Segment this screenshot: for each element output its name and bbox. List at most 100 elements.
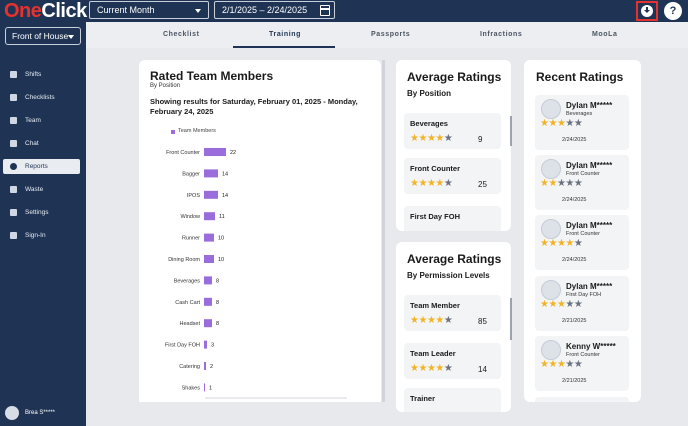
- star-rating: ★★★★★: [540, 238, 583, 250]
- card-subtitle: By Permission Levels: [407, 271, 490, 280]
- star-filled-icon: ★: [540, 118, 549, 129]
- sidebar-item-waste[interactable]: Waste: [3, 182, 80, 197]
- rating-row[interactable]: Team Member ★★★★★ 85: [404, 295, 501, 331]
- star-filled-icon: ★: [418, 178, 427, 189]
- top-bar: OneClick Current Month 2/1/2025 – 2/24/2…: [0, 0, 688, 22]
- star-filled-icon: ★: [540, 299, 549, 310]
- category-label: Window: [180, 214, 200, 220]
- rating-row[interactable]: Beverages ★★★★★ 9: [404, 113, 501, 149]
- recent-rating-item[interactable]: Dylan M***** Front Counter ★★★★★ 2/24/20…: [535, 155, 629, 210]
- active-tab-indicator: [233, 46, 335, 48]
- recent-rating-item[interactable]: Kenny W***** Front Counter ★★★★★ 2/21/20…: [535, 336, 629, 391]
- bar[interactable]: [204, 340, 207, 349]
- recent-rating-item[interactable]: Dylan M***** First Day FOH ★★★★★ 2/21/20…: [535, 276, 629, 331]
- rating-date: 2/21/2025: [562, 378, 587, 384]
- bar[interactable]: [204, 148, 226, 156]
- scrollbar[interactable]: [382, 60, 385, 402]
- user-profile[interactable]: Brea S*****: [4, 405, 84, 421]
- star-filled-icon: ★: [410, 133, 419, 144]
- star-filled-icon: ★: [556, 238, 566, 249]
- bar[interactable]: [204, 297, 212, 306]
- rating-row[interactable]: Team Leader ★★★★★ 14: [404, 343, 501, 379]
- pie-chart-icon: [10, 163, 17, 170]
- rating-date: 2/24/2025: [562, 257, 587, 263]
- tab-infractions[interactable]: Infractions: [480, 31, 523, 38]
- tab-checklist[interactable]: Checklist: [163, 31, 200, 38]
- star-empty-icon: ★: [556, 178, 566, 189]
- rating-row[interactable]: Trainer: [404, 388, 501, 412]
- sidebar-item-label: Checklists: [25, 94, 55, 101]
- sidebar-item-reports[interactable]: Reports: [3, 159, 80, 174]
- bar[interactable]: [204, 276, 212, 285]
- star-empty-icon: ★: [573, 178, 583, 189]
- bar[interactable]: [204, 383, 205, 392]
- rated-member-name: Dylan M*****: [566, 161, 613, 170]
- rating-row-name: Front Counter: [410, 164, 460, 173]
- avatar: [5, 406, 19, 420]
- help-button[interactable]: ?: [664, 2, 682, 20]
- rating-row[interactable]: Front Counter ★★★★★ 25: [404, 158, 501, 194]
- star-filled-icon: ★: [556, 299, 566, 310]
- star-filled-icon: ★: [418, 133, 427, 144]
- star-filled-icon: ★: [410, 363, 419, 374]
- tab-training[interactable]: Training: [269, 31, 302, 38]
- store-select-value: Front of House: [12, 31, 69, 41]
- sidebar: Front of House Shifts Checklists Team Ch…: [0, 22, 86, 426]
- category-label: Dining Room: [168, 257, 200, 263]
- sidebar-item-sign-in[interactable]: Sign-In: [3, 228, 80, 243]
- star-filled-icon: ★: [565, 238, 574, 249]
- recent-rating-item[interactable]: Dylan M***** Front Counter ★★★★★ 2/24/20…: [535, 215, 629, 270]
- star-filled-icon: ★: [548, 238, 557, 249]
- star-filled-icon: ★: [418, 363, 427, 374]
- category-label: Headset: [180, 321, 201, 327]
- star-rating: ★★★★★: [540, 118, 583, 130]
- avatar: [541, 280, 561, 300]
- bar[interactable]: [204, 255, 214, 263]
- sidebar-item-shifts[interactable]: Shifts: [3, 67, 80, 82]
- star-filled-icon: ★: [426, 133, 436, 144]
- card-subtitle: By Position: [150, 83, 181, 89]
- tab-passports[interactable]: Passports: [371, 31, 411, 38]
- category-label: Runner: [182, 236, 200, 242]
- recent-rating-item[interactable]: Dylan M***** Beverages ★★★★★ 2/24/2025: [535, 95, 629, 150]
- date-range-input[interactable]: 2/1/2025 – 2/24/2025: [214, 1, 335, 19]
- tab-moola[interactable]: MooLa: [592, 31, 618, 38]
- rating-row[interactable]: First Day FOH: [404, 206, 501, 231]
- star-empty-icon: ★: [443, 133, 453, 144]
- chevron-down-icon: [68, 35, 74, 39]
- bar[interactable]: [204, 190, 218, 199]
- sidebar-item-team[interactable]: Team: [3, 113, 80, 128]
- sidebar-item-checklists[interactable]: Checklists: [3, 90, 80, 105]
- oneclick-logo[interactable]: OneClick: [4, 0, 87, 22]
- star-empty-icon: ★: [565, 178, 574, 189]
- star-empty-icon: ★: [565, 359, 574, 370]
- bar[interactable]: [204, 233, 214, 242]
- period-select-value: Current Month: [97, 5, 155, 15]
- rating-count: 25: [478, 180, 487, 189]
- recent-rating-item[interactable]: [535, 397, 629, 402]
- bar[interactable]: [204, 212, 215, 221]
- sidebar-item-label: Sign-In: [25, 232, 46, 239]
- sidebar-item-label: Chat: [25, 140, 39, 147]
- star-empty-icon: ★: [443, 315, 453, 326]
- star-empty-icon: ★: [573, 359, 583, 370]
- star-empty-icon: ★: [573, 118, 583, 129]
- bar[interactable]: [204, 169, 218, 178]
- calendar-icon[interactable]: [320, 5, 330, 16]
- card-title: Rated Team Members: [150, 69, 274, 83]
- avg-ratings-position-card: Average Ratings By Position Beverages ★★…: [396, 60, 511, 231]
- chevron-down-icon: [195, 9, 201, 13]
- store-select[interactable]: Front of House: [5, 27, 81, 45]
- sidebar-item-settings[interactable]: Settings: [3, 205, 80, 220]
- card-subtitle: By Position: [407, 89, 452, 98]
- rated-member-position: Front Counter: [566, 231, 600, 237]
- bar[interactable]: [204, 319, 212, 328]
- user-name: Brea S*****: [25, 410, 56, 416]
- scrollbar[interactable]: [510, 116, 512, 146]
- scrollbar[interactable]: [510, 298, 512, 340]
- bar[interactable]: [204, 362, 206, 370]
- sidebar-item-chat[interactable]: Chat: [3, 136, 80, 151]
- star-filled-icon: ★: [418, 315, 427, 326]
- period-select[interactable]: Current Month: [89, 1, 209, 19]
- download-button[interactable]: [636, 1, 658, 21]
